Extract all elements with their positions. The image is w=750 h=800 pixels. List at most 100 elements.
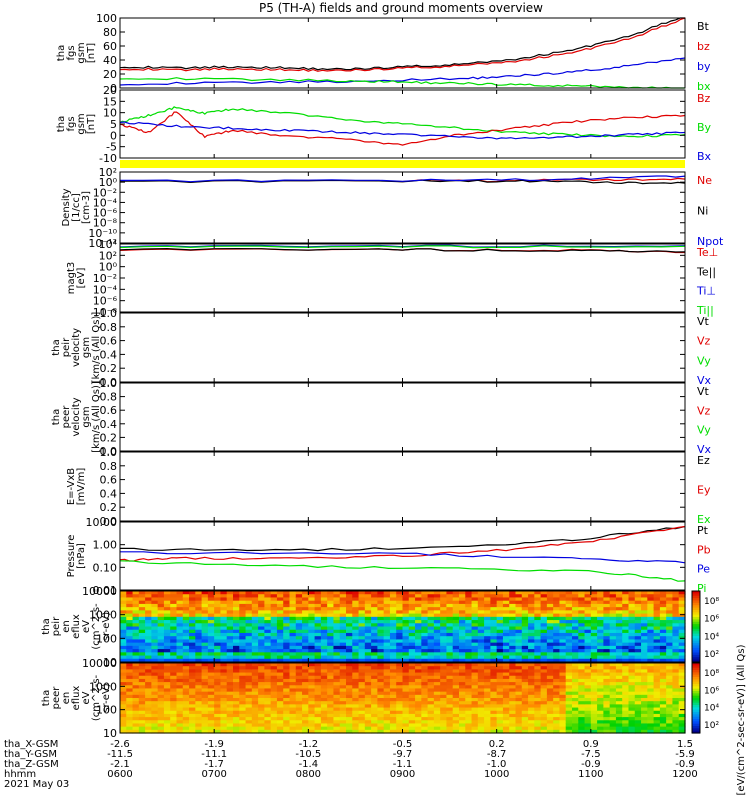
heatmap-cell [433,623,441,628]
heatmap-cell [528,645,535,650]
heatmap-cell [427,685,435,690]
heatmap-cell [182,669,190,674]
heatmap-cell [126,682,134,686]
heatmap-cell [546,675,554,680]
heatmap-cell [132,729,140,734]
heatmap-cell [477,685,485,690]
heatmap-cell [678,701,686,705]
heatmap-cell [396,652,404,657]
heatmap-cell [603,729,611,734]
heatmap-cell [609,655,617,660]
heatmap-cell [477,678,485,683]
heatmap-cell [352,704,360,709]
heatmap-cell [239,607,247,611]
heatmap-cell [408,682,416,686]
heatmap-cell [239,713,247,718]
heatmap-cell [546,600,554,605]
heatmap-cell [207,594,215,599]
heatmap-cell [189,616,196,621]
heatmap-cell [603,691,611,696]
heatmap-cell [452,688,460,693]
heatmap-cell [440,639,448,644]
heatmap-cell [157,632,165,637]
y-tick-label: 1000 [89,609,117,622]
heatmap-cell [440,597,448,602]
heatmap-cell [553,645,561,650]
heatmap-cell [433,636,441,641]
heatmap-cell [515,685,523,690]
y-axis-label-line: (cm^2-s- [91,674,102,721]
heatmap-cell [484,645,491,650]
heatmap-cell [182,652,190,657]
heatmap-cell [446,623,454,628]
heatmap-cell [496,701,504,705]
heatmap-cell [170,658,178,663]
heatmap-cell [320,652,328,657]
heatmap-cell [609,645,617,650]
heatmap-cell [641,645,648,650]
heatmap-cell [502,623,510,628]
heatmap-cell [239,717,247,721]
heatmap-cell [490,710,498,715]
heatmap-cell [622,658,630,663]
heatmap-cell [653,698,661,702]
heatmap-cell [509,639,517,644]
heatmap-cell [320,603,328,608]
heatmap-cell [163,613,171,618]
heatmap-cell [572,655,579,660]
heatmap-cell [389,591,397,595]
heatmap-cell [408,620,416,624]
heatmap-cell [653,613,661,618]
heatmap-cell [327,594,335,599]
y-tick-label: 10⁻⁴ [93,196,118,209]
heatmap-cell [477,639,485,644]
heatmap-cell [207,591,215,595]
heatmap-cell [415,729,422,734]
heatmap-cell [603,626,611,631]
heatmap-cell [415,642,422,647]
heatmap-cell [628,669,636,674]
heatmap-cell [471,623,479,628]
heatmap-cell [502,694,510,699]
heatmap-cell [346,672,353,677]
heatmap-cell [659,675,667,680]
heatmap-cell [615,649,623,653]
y-axis-label-line: tha [41,690,52,706]
heatmap-cell [214,717,222,721]
heatmap-cell [641,710,648,715]
heatmap-cell [270,636,278,641]
y-tick-label: 10⁻¹² [88,237,117,250]
heatmap-cell [521,639,529,644]
heatmap-cell [590,636,598,641]
heatmap-cell [170,613,178,618]
heatmap-cell [245,610,253,615]
heatmap-cell [251,685,259,690]
heatmap-cell [396,610,404,615]
heatmap-cell [471,729,479,734]
heatmap-cell [170,652,178,657]
heatmap-cell [389,629,397,634]
heatmap-cell [647,682,655,686]
heatmap-cell [201,669,209,674]
heatmap-cell [295,649,303,653]
heatmap-cell [490,652,498,657]
heatmap-cell [201,720,209,725]
heatmap-cell [233,642,240,647]
heatmap-cell [302,603,309,608]
heatmap-cell [496,597,504,602]
heatmap-cell [308,629,316,634]
heatmap-cell [559,613,567,618]
heatmap-cell [270,701,278,705]
heatmap-cell [233,639,240,644]
heatmap-cell [371,720,378,725]
heatmap-cell [346,613,353,618]
heatmap-cell [132,620,140,624]
heatmap-cell [308,723,316,728]
heatmap-cell [195,620,203,624]
heatmap-cell [377,672,385,677]
heatmap-cell [320,669,328,674]
heatmap-cell [314,603,322,608]
heatmap-cell [346,639,353,644]
heatmap-cell [264,645,272,650]
legend-entry: by [697,60,711,73]
